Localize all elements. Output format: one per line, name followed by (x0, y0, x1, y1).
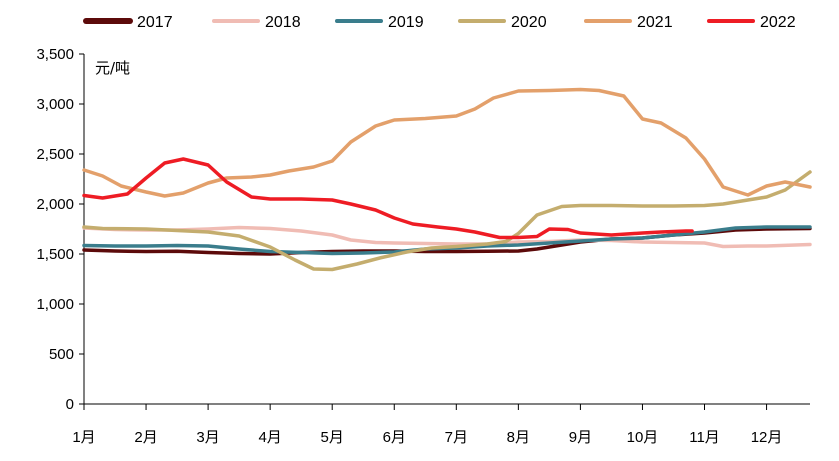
x-tick-label: 6月 (383, 429, 406, 446)
series-line-2020 (82, 170, 812, 272)
y-tick-label: 1,500 (36, 246, 74, 263)
y-tick-label: 1,000 (36, 296, 74, 313)
y-tick-label: 2,500 (36, 146, 74, 163)
x-tick-label: 12月 (751, 429, 783, 446)
x-axis: 1月 2月 3月 4月 5月 6月 7月 8月 9月 10月 11月 12月 (72, 403, 810, 446)
legend-label-2017: 2017 (137, 14, 173, 31)
y-tick-label: 500 (49, 346, 74, 363)
legend-label-2018: 2018 (265, 14, 301, 31)
x-tick-label: 4月 (258, 429, 281, 446)
x-tick-label: 3月 (196, 429, 219, 446)
x-tick-label: 7月 (445, 429, 468, 446)
series-lines (82, 87, 812, 272)
legend-label-2021: 2021 (637, 14, 673, 31)
series-line-2022 (82, 157, 694, 240)
legend-label-2020: 2020 (511, 14, 547, 31)
y-tick-label: 2,000 (36, 196, 74, 213)
x-tick-label: 11月 (689, 429, 720, 446)
x-tick-label: 10月 (627, 429, 659, 446)
x-tick-label: 9月 (569, 429, 592, 446)
series-line-2021 (82, 87, 812, 198)
legend: 2017 2018 2019 2020 2021 2022 (83, 14, 796, 31)
x-tick-label: 8月 (507, 429, 530, 446)
y-tick-label: 0 (66, 396, 74, 413)
y-tick-label: 3,500 (36, 46, 74, 63)
y-axis-unit-label: 元/吨 (95, 59, 130, 77)
legend-label-2022: 2022 (760, 14, 796, 31)
y-tick-label: 3,000 (36, 96, 74, 113)
legend-label-2019: 2019 (388, 14, 424, 31)
x-tick-label: 1月 (72, 429, 95, 446)
series-line-2018 (82, 225, 812, 249)
x-tick-label: 5月 (321, 429, 344, 446)
y-axis: 0 500 1,000 1,500 2,000 2,500 3,000 3,500 (36, 46, 85, 413)
x-tick-label: 2月 (134, 429, 157, 446)
